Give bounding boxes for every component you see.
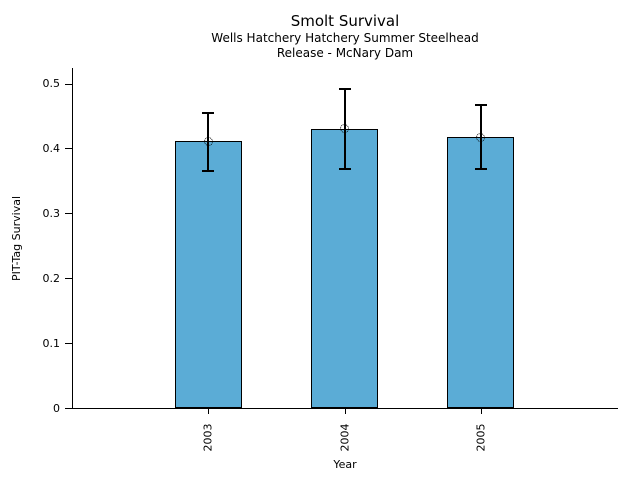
- error-bar-cap-top: [202, 111, 215, 114]
- bar-2003: [174, 141, 242, 408]
- x-axis-label: Year: [333, 458, 357, 471]
- x-tick-mark: [480, 409, 482, 414]
- x-tick-label: 2004: [338, 423, 351, 451]
- y-tick-mark: [65, 83, 72, 85]
- x-tick-label: 2003: [201, 423, 215, 451]
- x-tick-label: 2005: [474, 423, 488, 451]
- x-tick-label-wrap: 2003: [186, 415, 230, 459]
- y-tick-label: 0: [53, 401, 60, 415]
- y-tick-label: 0.3: [42, 206, 61, 220]
- error-bar-cap-bottom: [202, 170, 215, 173]
- plot-area: [72, 68, 618, 409]
- x-tick-mark: [208, 409, 210, 414]
- y-tick-mark: [65, 343, 72, 345]
- bar-2005: [447, 137, 515, 408]
- y-tick-label: 0.1: [42, 336, 61, 350]
- open-circle-marker: [340, 124, 349, 134]
- error-bar-cap-bottom: [474, 168, 487, 171]
- y-tick-mark: [65, 408, 72, 409]
- y-tick-label: 0.2: [42, 271, 61, 285]
- y-axis-label-wrap: PIT-Tag Survival: [2, 68, 30, 408]
- y-tick-label: 0.4: [42, 141, 61, 155]
- x-tick-mark: [344, 409, 346, 414]
- chart-subtitle-line2: Release - McNary Dam: [276, 46, 414, 60]
- x-tick-label-wrap: 2004: [323, 415, 367, 459]
- y-tick-mark: [65, 148, 72, 150]
- error-bar-cap-top: [474, 103, 487, 106]
- y-tick-mark: [65, 213, 72, 215]
- y-tick-mark: [65, 278, 72, 280]
- chart-title: Smolt Survival: [290, 12, 400, 30]
- open-circle-marker: [476, 132, 486, 142]
- chart-subtitle-line1: Wells Hatchery Hatchery Summer Steelhead: [211, 31, 479, 45]
- x-tick-label-wrap: 2005: [459, 415, 503, 459]
- bar-2004: [311, 128, 378, 408]
- error-bar-cap-top: [338, 88, 351, 91]
- error-bar-cap-bottom: [338, 168, 351, 171]
- open-circle-marker: [203, 136, 213, 146]
- y-tick-label: 0.5: [42, 77, 61, 91]
